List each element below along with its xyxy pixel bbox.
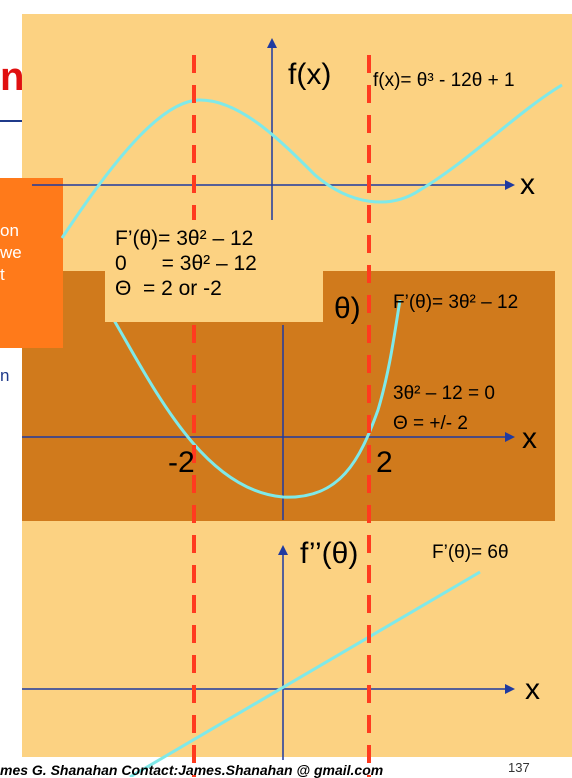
side-note-line-3: t bbox=[0, 265, 5, 284]
page-number: 137 bbox=[508, 760, 530, 775]
bottom-line bbox=[129, 570, 481, 777]
top-y-label: f(x) bbox=[288, 58, 332, 91]
tick-label-pos2: 2 bbox=[376, 446, 393, 479]
derivative-box: F’(θ)= 3θ² – 12 0 = 3θ² – 12 Θ = 2 or -2 bbox=[105, 220, 323, 322]
top-curve bbox=[60, 83, 563, 239]
top-equation: f(x)= θ³ - 12θ + 1 bbox=[373, 70, 515, 91]
box-line-3: Θ = 2 or -2 bbox=[115, 277, 222, 300]
top-y-arrow-icon bbox=[267, 38, 277, 48]
box-line-2: 0 = 3θ² – 12 bbox=[115, 252, 257, 275]
side-text: n bbox=[0, 366, 10, 385]
bottom-equation: F’(θ)= 6θ bbox=[432, 542, 509, 563]
title-underline bbox=[0, 120, 22, 122]
tick-label-neg2: -2 bbox=[168, 446, 195, 479]
top-x-arrow-icon bbox=[505, 180, 515, 190]
slide-title-fragment: n bbox=[0, 55, 25, 99]
middle-x-arrow-icon bbox=[505, 432, 515, 442]
side-note-line-2: we bbox=[0, 243, 22, 262]
box-line-1: F’(θ)= 3θ² – 12 bbox=[115, 227, 254, 250]
middle-x-label: x bbox=[522, 422, 537, 455]
middle-eq2: 3θ² – 12 = 0 bbox=[393, 383, 495, 404]
side-note-line-1: on bbox=[0, 221, 19, 240]
middle-equation: F’(θ)= 3θ² – 12 bbox=[393, 292, 519, 313]
bottom-y-arrow-icon bbox=[278, 545, 288, 555]
side-note-box: on we t bbox=[0, 178, 63, 348]
bottom-y-label: f’’(θ) bbox=[300, 537, 359, 570]
top-x-label: x bbox=[520, 168, 535, 201]
bottom-x-arrow-icon bbox=[505, 684, 515, 694]
bottom-x-label: x bbox=[525, 673, 540, 706]
middle-y-label: θ) bbox=[334, 292, 361, 325]
middle-eq3: Θ = +/- 2 bbox=[393, 413, 468, 434]
footer-text: mes G. Shanahan Contact:James.Shanahan @… bbox=[0, 762, 384, 778]
middle-curve bbox=[106, 299, 402, 499]
